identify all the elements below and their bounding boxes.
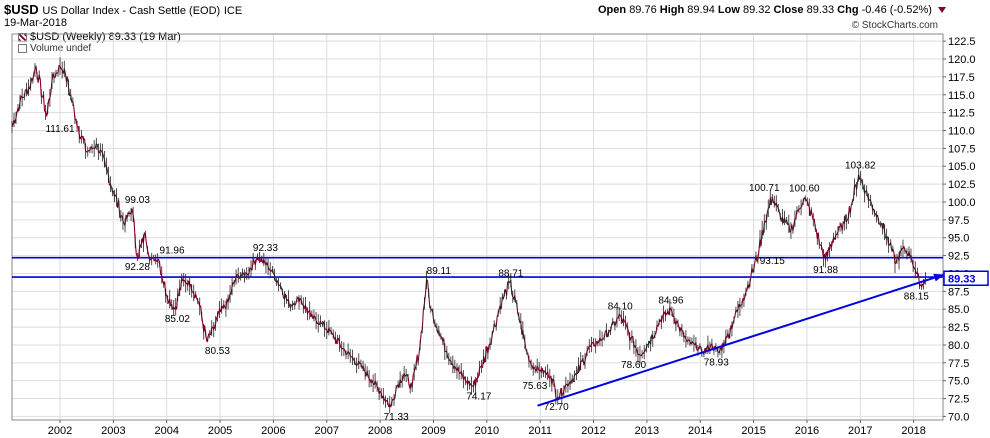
horizontal-lines [12,256,943,278]
y-tick-label: 117.5 [948,72,975,84]
chg-label: Chg [837,4,859,16]
close-value: 89.33 [806,4,835,16]
y-tick-label: 82.5 [948,322,969,334]
price-annotation: 91.96 [160,245,185,256]
price-annotation: 78.93 [704,358,729,369]
x-tick-label: 2002 [48,425,72,437]
y-tick-label: 112.5 [948,108,975,120]
price-annotation: 89.11 [427,266,452,277]
x-tick-label: 2004 [154,425,178,437]
x-tick-label: 2017 [848,425,872,437]
x-tick-label: 2006 [261,425,285,437]
last-value-box [943,270,989,287]
x-tick-label: 2007 [315,425,339,437]
y-tick-label: 107.5 [948,143,976,155]
price-annotation: 92.33 [253,243,278,254]
symbol-title: $USD US Dollar Index - Cash Settle (EOD)… [4,2,242,17]
y-tick-label: 85.0 [948,304,969,316]
high-value: 89.94 [687,4,715,16]
exchange: ICE [223,5,243,17]
y-tick-label: 122.5 [948,36,976,48]
price-annotation: 74.17 [466,392,491,403]
legend-volume-swatch [18,44,27,53]
y-tick-label: 72.5 [948,394,969,406]
symbol: $USD [4,2,39,17]
legend-price-label: $USD (Weekly) 89.33 (19 Mar) [30,31,181,43]
chart-date: 19-Mar-2018 [4,17,67,29]
y-tick-label: 70.0 [948,411,969,423]
price-annotation: 103.82 [845,161,876,172]
high-label: High [659,4,685,16]
price-annotation: 92.28 [125,262,150,273]
price-annotation: 85.02 [165,314,190,325]
brand-watermark: © StockCharts.com [852,20,938,31]
y-tick-label: 110.0 [948,126,975,138]
close-label: Close [773,4,804,16]
price-annotation: 88.71 [498,269,523,280]
x-tick-label: 2015 [741,425,765,437]
x-tick-label: 2003 [101,425,125,437]
price-annotation: 88.15 [904,292,929,303]
price-annotation: 91.88 [813,265,838,276]
last-value-label: 89.33 [948,273,976,285]
chart-header: $USD US Dollar Index - Cash Settle (EOD)… [0,0,990,32]
price-annotation: 93.15 [760,256,785,267]
x-tick-label: 2011 [528,425,552,437]
symbol-description: US Dollar Index - Cash Settle (EOD) [42,5,221,17]
x-tick-label: 2010 [475,425,499,437]
y-tick-label: 75.0 [948,376,969,388]
price-annotation: 80.53 [205,346,230,357]
x-tick-label: 2008 [368,425,392,437]
legend-volume-label: Volume undef [30,43,92,54]
price-annotation: 71.33 [384,412,409,423]
price-labels: 111.61 99.03 92.28 91.96 85.02 80.53 92.33 71.3… [45,124,929,423]
price-annotation: 84.96 [658,295,683,306]
y-tick-label: 105.0 [948,161,976,173]
x-tick-label: 2016 [795,425,819,437]
chg-down-icon [938,7,946,14]
y-tick-label: 87.5 [948,286,969,298]
low-value: 89.32 [742,4,771,16]
y-tick-label: 92.5 [948,251,969,263]
x-tick-label: 2014 [688,425,712,437]
price-annotation: 100.71 [749,183,780,194]
grid [12,34,943,420]
y-tick-label: 100.0 [948,197,976,209]
price-line [11,64,926,408]
y-tick-label: 97.5 [948,215,969,227]
brand-text: © StockCharts.com [851,20,938,31]
legend-volume-row: Volume undef [18,43,181,54]
x-tick-label: 2012 [581,425,605,437]
x-tick-label: 2018 [901,425,925,437]
price-annotation: 72.70 [544,402,569,413]
x-tick-label: 2009 [421,425,445,437]
y-tick-label: 80.0 [948,340,969,352]
price-annotation: 99.03 [125,195,150,206]
low-label: Low [717,4,740,16]
price-annotation: 100.60 [789,184,820,195]
price-annotation: 78.60 [621,360,646,371]
y-tick-label: 120.0 [948,54,976,66]
ohlc-summary: Open 89.76 High 89.94 Low 89.32 Close 89… [598,4,946,16]
y-tick-label: 77.5 [948,358,969,370]
price-series [11,57,926,414]
price-annotation: 75.63 [522,381,547,392]
price-annotation: 111.61 [45,124,75,135]
open-label: Open [598,4,627,16]
x-axis: 2002 2003 2004 2005 2006 2007 2008 2009 2010 2011… [48,420,926,437]
price-annotation: 84.10 [608,302,633,313]
y-tick-label: 95.0 [948,233,969,245]
x-tick-label: 2013 [635,425,659,437]
open-value: 89.76 [629,4,657,16]
y-tick-label: 102.5 [948,179,976,191]
x-tick-label: 2005 [208,425,232,437]
plot-frame [11,33,944,421]
trendline-line [537,273,944,407]
chg-value: -0.46 (-0.52%) [861,4,932,16]
y-tick-label: 115.0 [948,90,975,102]
trendline [537,273,944,407]
y-axis: 70.072.575.077.580.082.585.087.590.092.5… [943,36,989,423]
